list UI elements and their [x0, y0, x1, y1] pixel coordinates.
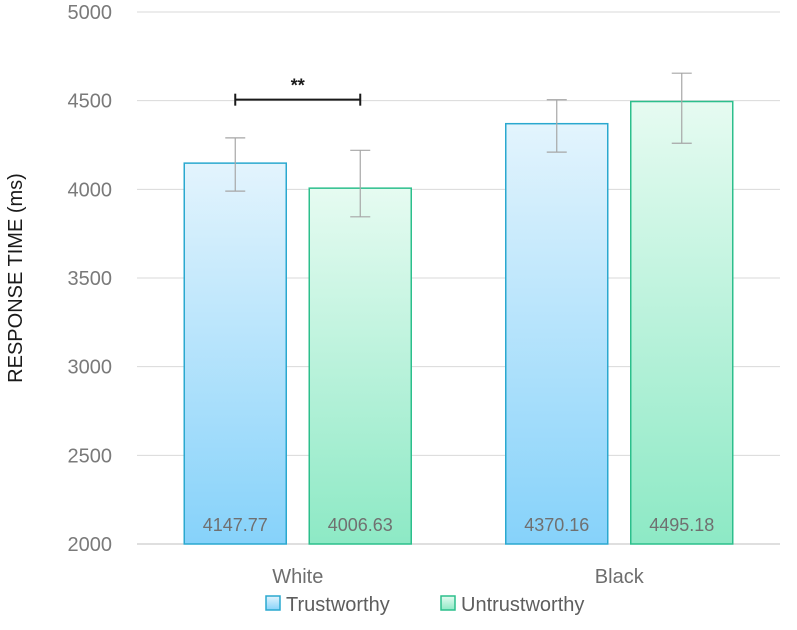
error-bar [546, 99, 567, 153]
y-tick-label: 4000 [68, 179, 113, 201]
error-bars [225, 72, 692, 218]
legend-label: Untrustworthy [461, 594, 584, 616]
legend-item-trustworthy: Trustworthy [265, 594, 390, 616]
error-bar [350, 149, 371, 218]
legend: Trustworthy Untrustworthy [265, 594, 584, 616]
bar-trustworthy-black [505, 122, 609, 545]
bar-untrustworthy-white [308, 187, 412, 545]
legend-swatch [265, 595, 281, 611]
x-axis-categories: White Black [272, 566, 645, 588]
y-tick-label: 5000 [68, 2, 113, 24]
y-tick-label: 2500 [68, 445, 113, 467]
data-labels: 4147.77 4006.63 4370.16 4495.18 [203, 515, 715, 535]
x-category-label: Black [595, 566, 645, 588]
significance-annotation: ** [234, 76, 362, 106]
x-category-label: White [272, 566, 323, 588]
data-label: 4495.18 [649, 515, 714, 535]
bar-trustworthy-white [183, 162, 287, 545]
significance-bracket: ** [234, 76, 362, 106]
y-axis-ticks: 2000 2500 3000 3500 4000 4500 5000 [68, 2, 113, 556]
data-label: 4370.16 [524, 515, 589, 535]
error-bar [671, 72, 692, 144]
y-tick-label: 3500 [68, 268, 113, 290]
y-tick-label: 4500 [68, 91, 113, 113]
bar-untrustworthy-black [630, 100, 734, 545]
bars [183, 100, 734, 545]
y-tick-label: 3000 [68, 357, 113, 379]
y-tick-label: 2000 [68, 534, 113, 556]
error-bar [225, 137, 246, 192]
significance-stars: ** [291, 76, 305, 96]
legend-label: Trustworthy [286, 594, 390, 616]
y-axis-label: RESPONSE TIME (ms) [5, 173, 27, 383]
legend-item-untrustworthy: Untrustworthy [440, 594, 584, 616]
data-label: 4006.63 [328, 515, 393, 535]
data-label: 4147.77 [203, 515, 268, 535]
legend-swatch [440, 595, 456, 611]
